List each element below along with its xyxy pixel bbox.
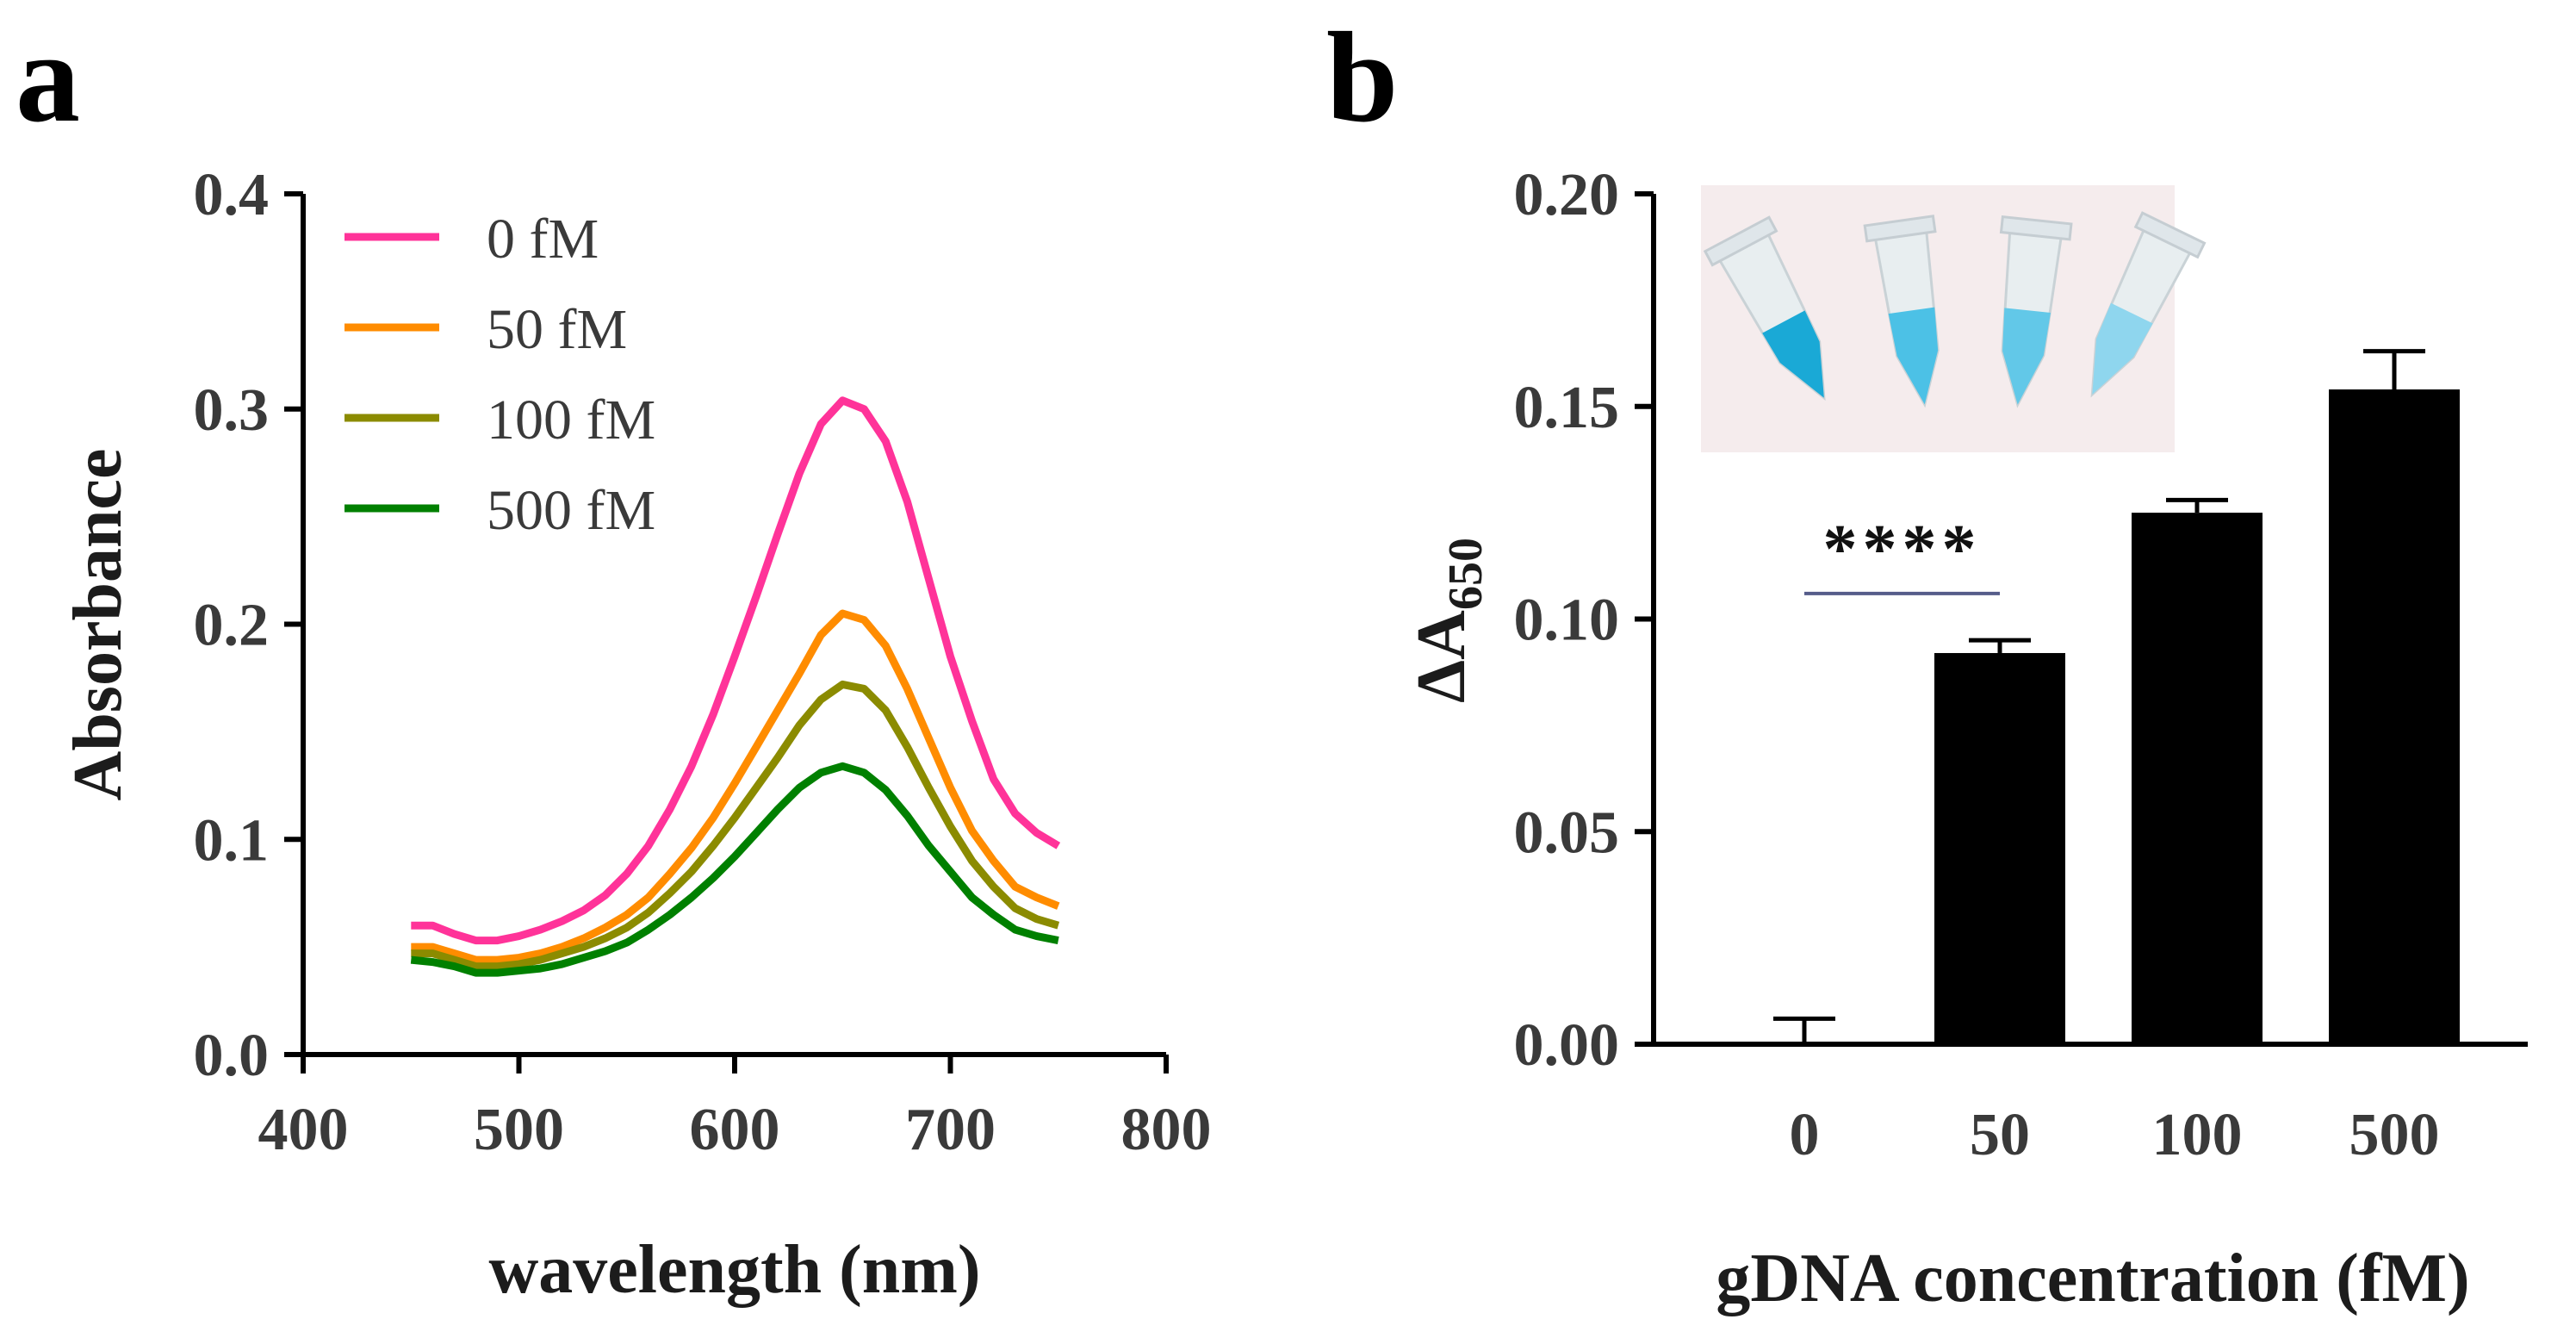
y-tick-label: 0.2 bbox=[194, 593, 270, 659]
tube-photo-inset bbox=[1701, 185, 2207, 452]
tube-2 bbox=[1863, 215, 1940, 408]
significance-label: **** bbox=[1823, 512, 1982, 588]
bars bbox=[1773, 349, 2460, 1044]
x-axis-tick-labels: 0 50 100 500 bbox=[1790, 1102, 2440, 1168]
series-line bbox=[410, 762, 1059, 977]
x-tick-label: 800 bbox=[1121, 1097, 1212, 1163]
x-axis-title: gDNA concentration (fM) bbox=[1716, 1241, 2469, 1316]
legend-label: 500 fM bbox=[487, 479, 655, 542]
y-axis-title: ΔA650 bbox=[1404, 538, 1493, 703]
tube-1 bbox=[1703, 215, 1826, 401]
y-tick-label: 0.00 bbox=[1514, 1012, 1620, 1079]
panel-b-letter: b bbox=[1326, 6, 1398, 149]
delta-a650-bar-chart: 0.00 0.05 0.10 0.15 0.20 0 50 100 500 **** gDNA… bbox=[1404, 162, 2528, 1316]
x-tick-label: 500 bbox=[2349, 1102, 2440, 1168]
x-tick-label: 700 bbox=[905, 1097, 996, 1163]
x-axis-title: wavelength (nm) bbox=[488, 1232, 980, 1308]
legend: 0 fM 50 fM 100 fM 500 fM bbox=[345, 208, 655, 542]
y-tick-label: 0.0 bbox=[194, 1023, 270, 1089]
y-axis-ticks: 0.0 0.1 0.2 0.3 0.4 bbox=[194, 162, 303, 1089]
panel-a-letter: a bbox=[16, 6, 80, 149]
y-tick-label: 0.10 bbox=[1514, 588, 1620, 654]
y-axis-title-subscript: 650 bbox=[1439, 538, 1493, 610]
y-tick-label: 0.20 bbox=[1514, 162, 1620, 228]
legend-label: 100 fM bbox=[487, 389, 655, 451]
y-axis-title-main: ΔA bbox=[1404, 610, 1480, 703]
axis-frame bbox=[1651, 194, 2528, 1047]
absorbance-line-chart: 0.0 0.1 0.2 0.3 0.4 400 500 600 700 800 0 fM 50 f… bbox=[60, 162, 1212, 1308]
axis-frame bbox=[301, 194, 1166, 1057]
series-line bbox=[411, 609, 1060, 964]
x-tick-label: 400 bbox=[258, 1097, 349, 1163]
y-axis-title: Absorbance bbox=[60, 449, 136, 801]
x-tick-label: 500 bbox=[474, 1097, 564, 1163]
x-tick-label: 0 bbox=[1790, 1102, 1820, 1168]
series-lines bbox=[410, 396, 1061, 977]
bar bbox=[1934, 652, 2065, 1044]
series-line bbox=[411, 396, 1061, 945]
x-tick-label: 100 bbox=[2152, 1102, 2243, 1168]
tube-4 bbox=[2090, 211, 2207, 398]
y-tick-label: 0.3 bbox=[194, 377, 270, 444]
y-tick-label: 0.05 bbox=[1514, 800, 1620, 866]
y-tick-label: 0.1 bbox=[194, 807, 270, 874]
y-tick-label: 0.4 bbox=[194, 162, 270, 228]
bar bbox=[2329, 389, 2460, 1044]
tube-3 bbox=[1999, 215, 2073, 408]
x-axis-ticks: 400 500 600 700 800 bbox=[258, 1055, 1212, 1163]
y-axis-ticks: 0.00 0.05 0.10 0.15 0.20 bbox=[1514, 162, 1654, 1079]
bar bbox=[2132, 513, 2263, 1044]
x-tick-label: 600 bbox=[690, 1097, 780, 1163]
series-line bbox=[411, 680, 1060, 971]
legend-label: 50 fM bbox=[487, 298, 627, 361]
x-tick-label: 50 bbox=[1970, 1102, 2030, 1168]
significance-marker: **** bbox=[1804, 512, 2000, 595]
y-tick-label: 0.15 bbox=[1514, 375, 1620, 441]
legend-label: 0 fM bbox=[487, 208, 599, 271]
svg-text:ΔA650: ΔA650 bbox=[1404, 538, 1493, 703]
